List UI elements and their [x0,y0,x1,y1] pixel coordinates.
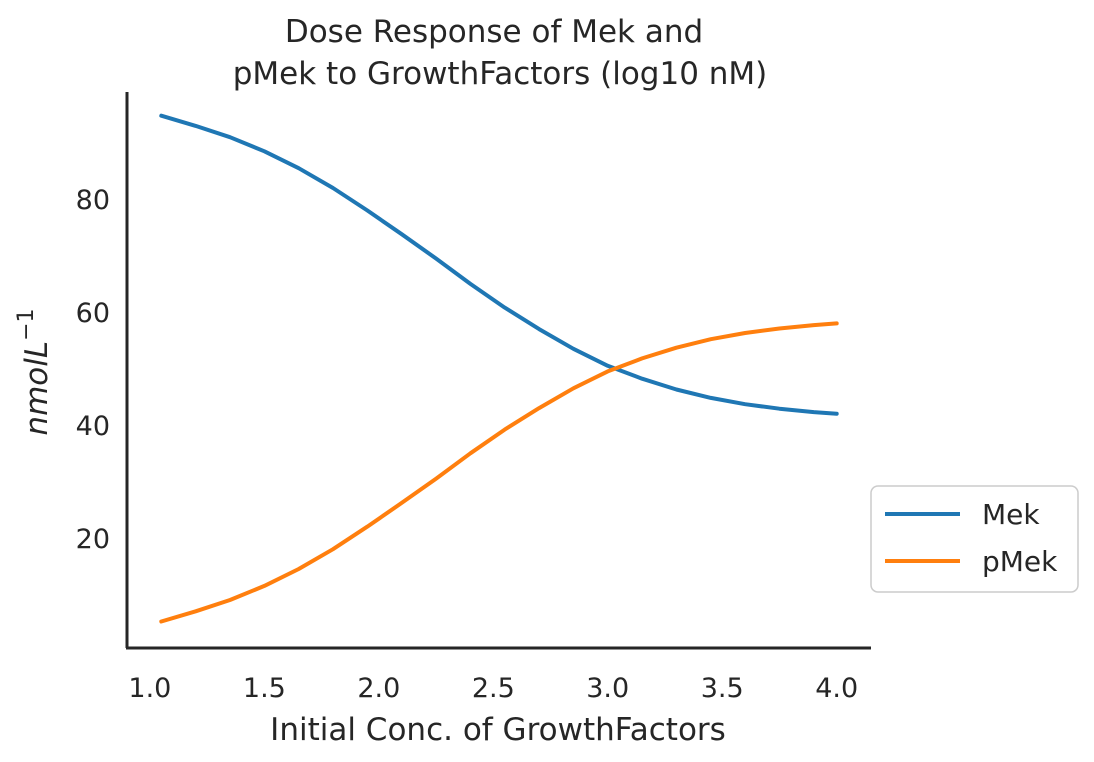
x-tick-label: 2.5 [472,673,515,704]
series-line-pmek [159,321,839,624]
y-tick-label: 20 [76,524,110,555]
legend-label-mek: Mek [982,498,1040,531]
legend: Mek pMek [870,485,1079,593]
x-tick-label: 3.5 [701,673,744,704]
y-tick-label: 60 [76,298,110,329]
y-tick-label: 80 [76,185,110,216]
y-tick-label: 40 [76,411,110,442]
chart-title-line-1: Dose Response of Mek and [285,14,703,50]
y-axis-label: nmolL−1 [14,308,55,435]
x-tick-label: 2.0 [357,673,400,704]
x-tick-label: 3.0 [586,673,629,704]
x-tick-label: 4.0 [815,673,858,704]
legend-label-pmek: pMek [982,545,1058,578]
y-axis-label-main: nmolL [19,341,55,436]
series-layer [159,113,839,624]
chart-title-line-2: pMek to GrowthFactors (log10 nM) [233,56,768,92]
x-tick-label: 1.5 [243,673,286,704]
y-axis-label-exponent: −1 [14,308,39,340]
x-tick-label: 1.0 [128,673,171,704]
y-tick-group: 20 40 60 80 [76,185,110,555]
x-tick-group: 1.0 1.5 2.0 2.5 3.0 3.5 4.0 [128,673,858,704]
x-axis-label: Initial Conc. of GrowthFactors [270,712,726,748]
series-line-mek [159,113,839,416]
